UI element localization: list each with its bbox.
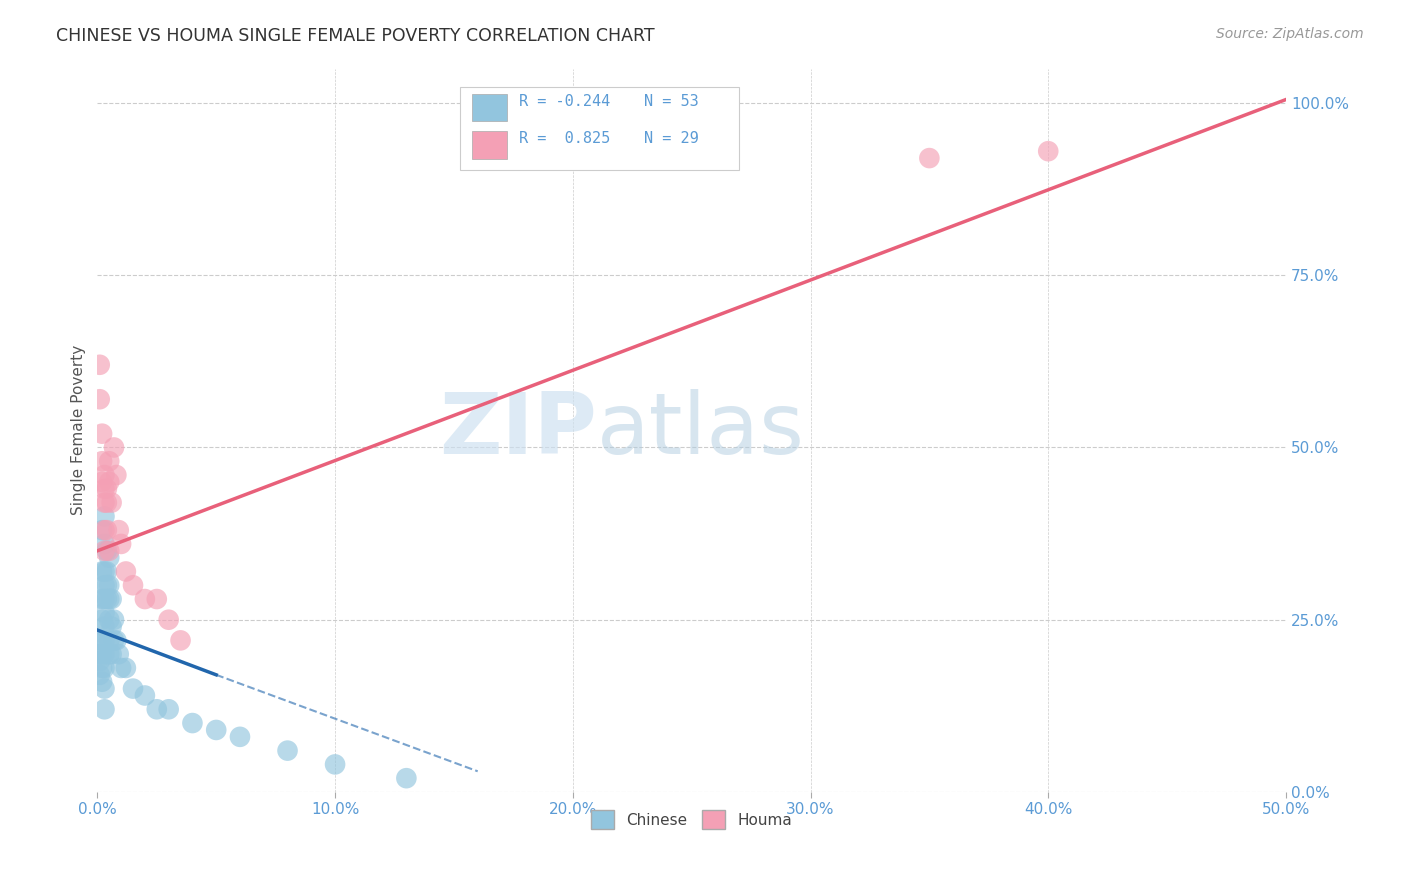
Point [93,537,115,551]
Point [96,544,118,558]
Point [1038,145,1060,159]
Point [205,723,228,737]
Text: atlas: atlas [596,389,804,472]
Point [122,681,145,696]
Point [91,426,114,441]
Point [134,689,156,703]
Point [93,495,115,509]
Point [100,619,122,633]
Point [146,592,169,607]
Point [96,495,118,509]
Point [115,661,138,675]
Point [169,633,191,648]
Text: N = 29: N = 29 [644,131,699,146]
Point [115,565,138,579]
Text: Source: ZipAtlas.com: Source: ZipAtlas.com [1216,27,1364,41]
Point [93,592,115,607]
Point [98,633,121,648]
Point [93,619,115,633]
Point [93,482,115,496]
Point [93,702,115,716]
Point [96,592,118,607]
Text: CHINESE VS HOUMA SINGLE FEMALE POVERTY CORRELATION CHART: CHINESE VS HOUMA SINGLE FEMALE POVERTY C… [56,27,655,45]
Point [91,633,114,648]
Point [107,523,129,537]
Point [93,523,115,537]
Point [100,647,122,661]
Point [91,674,114,689]
Legend: Chinese, Houma: Chinese, Houma [585,804,799,835]
Point [93,565,115,579]
Point [110,537,132,551]
Point [91,565,114,579]
Point [89,633,111,648]
Point [98,550,121,565]
Point [91,475,114,489]
Point [107,647,129,661]
Point [96,565,118,579]
Point [105,633,128,648]
Point [98,454,121,468]
Point [110,661,132,675]
Point [157,613,180,627]
Point [96,523,118,537]
Point [395,771,418,785]
Point [93,647,115,661]
Point [96,482,118,496]
Text: N = 53: N = 53 [644,94,699,109]
Point [918,151,941,165]
Point [93,633,115,648]
Point [98,613,121,627]
Point [93,578,115,592]
Point [93,606,115,620]
Point [122,578,145,592]
Point [103,441,125,455]
Point [93,681,115,696]
Point [103,633,125,648]
Point [89,392,111,407]
Point [98,544,121,558]
Point [91,592,114,607]
Text: R =  0.825: R = 0.825 [519,131,610,146]
Text: ZIP: ZIP [439,389,596,472]
Point [100,592,122,607]
Point [93,468,115,483]
Point [98,578,121,592]
Point [103,613,125,627]
Point [96,578,118,592]
Point [91,523,114,537]
Point [181,716,204,731]
Point [89,668,111,682]
Point [89,358,111,372]
Y-axis label: Single Female Poverty: Single Female Poverty [72,345,86,516]
Point [91,661,114,675]
Point [89,647,111,661]
Text: R = -0.244: R = -0.244 [519,94,610,109]
Bar [460,87,740,169]
Point [89,654,111,668]
Point [100,495,122,509]
Point [134,592,156,607]
Point [91,613,114,627]
Point [93,509,115,524]
Point [98,592,121,607]
Bar [472,94,508,121]
Point [229,730,252,744]
Point [157,702,180,716]
Point [98,647,121,661]
Point [105,468,128,483]
Point [146,702,169,716]
Point [323,757,346,772]
Point [277,744,299,758]
Point [98,475,121,489]
Point [91,647,114,661]
Point [93,661,115,675]
Bar [472,131,508,159]
Point [91,454,114,468]
Point [93,544,115,558]
